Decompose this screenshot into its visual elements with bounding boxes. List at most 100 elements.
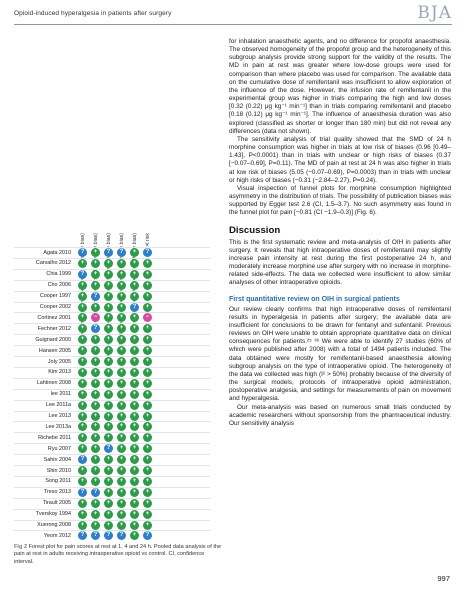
row-gridline xyxy=(14,388,210,390)
risk-low-dot: + xyxy=(104,313,113,323)
paragraph-6: Our meta-analysis was based on numerous … xyxy=(229,403,451,427)
risk-low-dot: + xyxy=(91,411,100,421)
risk-low-dot: + xyxy=(91,444,100,454)
risk-low-dot: + xyxy=(78,466,87,475)
risk-low-dot: + xyxy=(130,313,139,323)
risk-low-dot: + xyxy=(104,411,113,421)
risk-low-dot: + xyxy=(117,476,126,486)
risk-low-dot: + xyxy=(104,389,113,399)
risk-low-dot: + xyxy=(143,269,152,279)
study-label: Fechner 2012 xyxy=(37,325,71,332)
risk-low-dot: + xyxy=(130,509,139,519)
risk-low-dot: + xyxy=(143,509,152,519)
study-label: Kim 2013 xyxy=(48,369,71,376)
column-header: Blinding of participants and personnel (… xyxy=(104,46,116,365)
risk-low-dot: + xyxy=(91,509,100,519)
risk-low-dot: + xyxy=(104,258,113,268)
risk-low-dot: + xyxy=(130,498,139,508)
risk-low-dot: + xyxy=(143,455,152,465)
risk-low-dot: + xyxy=(91,302,100,312)
risk-low-dot: + xyxy=(91,269,100,279)
paragraph-1: for inhalation anaesthetic agents, and n… xyxy=(229,38,451,135)
risk-low-dot: + xyxy=(78,291,87,301)
row-gridline xyxy=(14,301,210,303)
running-title: Opioid-induced hyperalgesia in patients … xyxy=(14,10,172,17)
risk-low-dot: + xyxy=(104,400,113,410)
risk-low-dot: + xyxy=(91,335,100,345)
study-label: Cooper 2002 xyxy=(39,304,71,310)
row-gridline xyxy=(14,257,210,259)
risk-low-dot: + xyxy=(143,466,152,475)
row-gridline xyxy=(14,443,210,445)
paragraph-5: Our review clearly confirms that high in… xyxy=(229,305,451,403)
study-label: Tirault 2005 xyxy=(42,500,71,507)
risk-low-dot: + xyxy=(78,335,87,345)
risk-low-dot: + xyxy=(104,335,113,345)
risk-low-dot: + xyxy=(130,455,139,465)
risk-low-dot: + xyxy=(117,520,126,530)
risk-low-dot: + xyxy=(143,324,152,334)
risk-low-dot: + xyxy=(117,367,126,377)
row-gridline xyxy=(14,530,210,532)
row-gridline xyxy=(14,279,210,281)
risk-low-dot: + xyxy=(143,367,152,377)
risk-low-dot: + xyxy=(78,346,87,356)
caption-label: Fig 2 xyxy=(14,544,28,550)
row-gridline xyxy=(14,465,210,466)
risk-low-dot: + xyxy=(117,389,126,399)
risk-low-dot: + xyxy=(78,258,87,268)
study-label: Yeom 2012 xyxy=(43,532,71,539)
risk-low-dot: + xyxy=(78,520,87,530)
risk-low-dot: + xyxy=(143,498,152,508)
risk-low-dot: + xyxy=(117,487,126,497)
row-gridline xyxy=(14,334,210,336)
risk-low-dot: + xyxy=(91,433,100,443)
risk-low-dot: + xyxy=(117,335,126,345)
risk-low-dot: + xyxy=(104,378,113,388)
header-rule xyxy=(14,24,452,25)
risk-low-dot: + xyxy=(130,422,139,432)
risk-unclear-dot: ? xyxy=(104,531,113,541)
risk-low-dot: + xyxy=(104,422,113,432)
risk-low-dot: + xyxy=(143,422,152,432)
column-header: Incomplete outcome data (attrition bias) xyxy=(130,46,142,324)
row-gridline xyxy=(14,454,210,456)
study-label: Lee 2013a xyxy=(45,423,71,430)
risk-low-dot: + xyxy=(143,411,152,421)
risk-low-dot: + xyxy=(117,433,126,443)
risk-low-dot: + xyxy=(117,509,126,519)
row-gridline xyxy=(14,247,210,248)
risk-low-dot: + xyxy=(91,367,100,377)
risk-low-dot: + xyxy=(130,520,139,530)
risk-unclear-dot: ? xyxy=(143,531,152,541)
risk-low-dot: + xyxy=(130,280,139,290)
risk-low-dot: + xyxy=(104,466,113,475)
study-label: Joly 2005 xyxy=(47,358,71,365)
study-label: Shin 2010 xyxy=(46,467,71,474)
risk-low-dot: + xyxy=(143,444,152,454)
risk-low-dot: + xyxy=(91,346,100,356)
risk-low-dot: + xyxy=(130,291,139,301)
risk-low-dot: + xyxy=(130,367,139,377)
risk-unclear-dot: ? xyxy=(130,302,139,312)
risk-low-dot: + xyxy=(91,422,100,432)
study-label: Chia 1999 xyxy=(46,271,71,278)
risk-unclear-dot: ? xyxy=(117,248,126,257)
risk-low-dot: + xyxy=(130,324,139,334)
risk-low-dot: + xyxy=(143,258,152,268)
risk-low-dot: + xyxy=(91,378,100,388)
risk-low-dot: + xyxy=(130,335,139,345)
risk-low-dot: + xyxy=(117,313,126,323)
risk-low-dot: + xyxy=(78,509,87,519)
row-gridline xyxy=(14,399,210,401)
risk-unclear-dot: ? xyxy=(91,531,100,541)
risk-low-dot: + xyxy=(78,367,87,377)
risk-low-dot: + xyxy=(78,357,87,366)
risk-low-dot: + xyxy=(104,487,113,497)
row-gridline xyxy=(14,268,210,270)
risk-unclear-dot: ? xyxy=(104,248,113,257)
figure-caption: Fig 2 Forest plot for pain scores at res… xyxy=(14,544,224,566)
risk-unclear-dot: ? xyxy=(91,291,100,301)
row-gridline xyxy=(14,497,210,499)
risk-low-dot: + xyxy=(104,346,113,356)
